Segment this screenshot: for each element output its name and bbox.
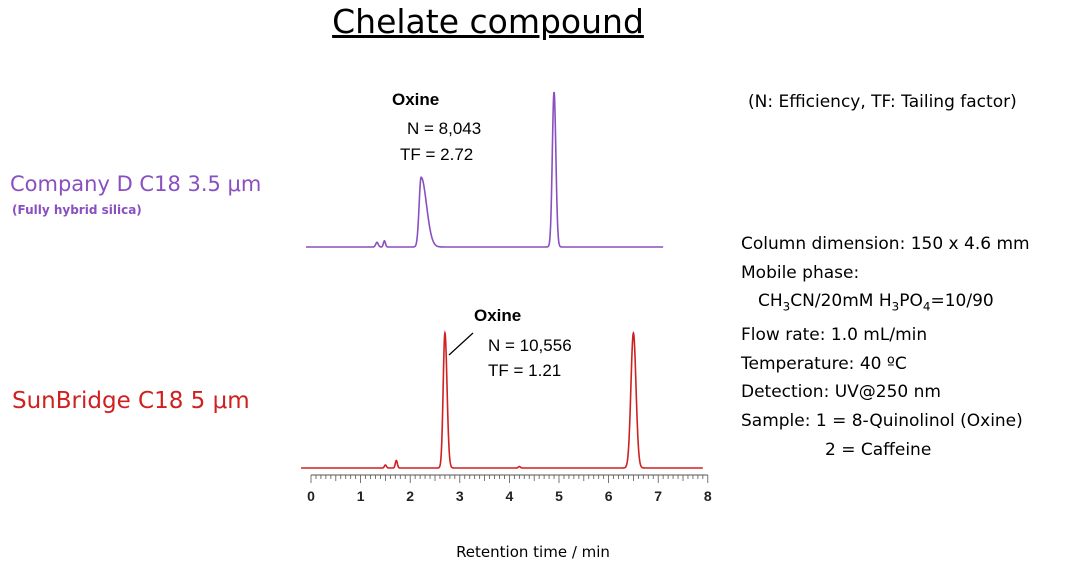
series-line-company-d (306, 91, 664, 248)
bottom-peak-name: Oxine (474, 306, 522, 325)
column-label-sunbridge: SunBridge C18 5 μm (12, 388, 250, 414)
condition-sample-2: 2 = Caffeine (825, 439, 932, 460)
top-peak-tf: TF = 2.72 (400, 145, 474, 164)
x-tick-label: 8 (704, 488, 712, 504)
column-subtitle-company-d: (Fully hybrid silica) (12, 203, 142, 217)
condition-temperature: Temperature: 40 ºC (741, 353, 907, 374)
x-tick-label: 5 (555, 488, 563, 504)
series-line-sunbridge (301, 330, 703, 469)
column-label-company-d: Company D C18 3.5 μm (10, 172, 262, 196)
bottom-peak-pointer (448, 332, 474, 356)
condition-mobile-phase-value: CH3CN/20mM H3PO4=10/90 (758, 291, 994, 314)
x-axis-label: Retention time / min (456, 543, 610, 561)
x-tick-label: 1 (357, 488, 365, 504)
x-tick-label: 0 (307, 488, 315, 504)
condition-mobile-phase-label: Mobile phase: (741, 262, 860, 283)
condition-detection: Detection: UV@250 nm (741, 382, 941, 403)
top-peak-n: N = 8,043 (407, 119, 482, 138)
page-title: Chelate compound (332, 2, 644, 41)
x-tick-label: 7 (654, 488, 662, 504)
conditions-block: Column dimension: 150 x 4.6 mm Mobile ph… (741, 230, 1030, 464)
x-tick-label: 4 (506, 488, 514, 504)
bottom-peak-tf: TF = 1.21 (488, 361, 562, 380)
condition-column-dimension: Column dimension: 150 x 4.6 mm (741, 234, 1030, 254)
condition-sample-1: Sample: 1 = 8-Quinolinol (Oxine) (741, 410, 1023, 431)
condition-flow-rate: Flow rate: 1.0 mL/min (741, 325, 928, 346)
x-tick-label: 3 (456, 488, 464, 504)
legend-note: (N: Efficiency, TF: Tailing factor) (748, 92, 1017, 112)
top-peak-name: Oxine (392, 90, 440, 109)
bottom-peak-n: N = 10,556 (488, 336, 572, 355)
x-tick-label: 6 (605, 488, 613, 504)
x-tick-label: 2 (406, 488, 414, 504)
